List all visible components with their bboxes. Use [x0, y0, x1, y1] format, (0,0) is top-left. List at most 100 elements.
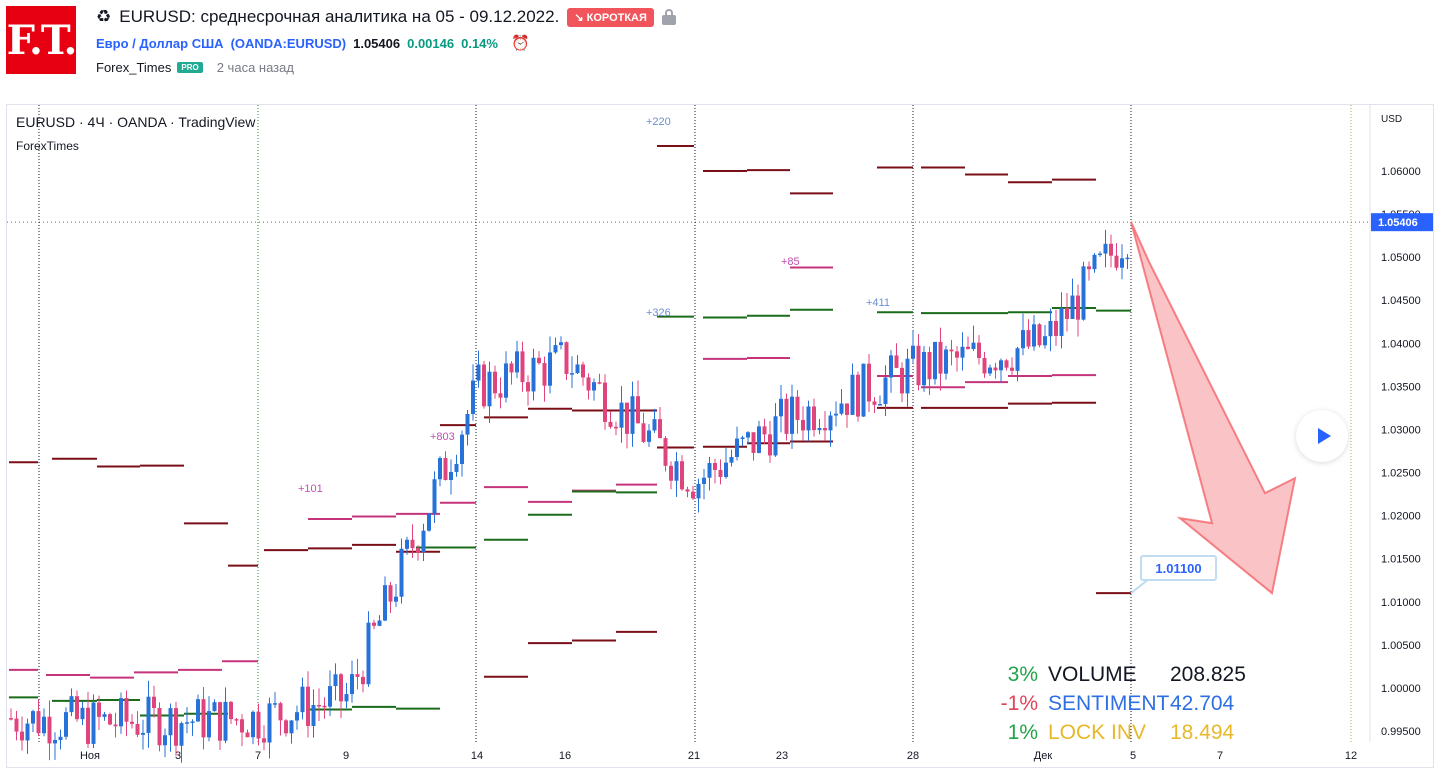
- candle-body: [399, 548, 404, 597]
- candle-body: [718, 469, 723, 478]
- candle-body: [575, 364, 580, 374]
- candle-body: [966, 346, 970, 349]
- candle-body: [581, 364, 585, 378]
- x-tick-label: 16: [559, 750, 571, 762]
- candle-body: [641, 423, 646, 442]
- candle-body: [135, 723, 140, 735]
- candle-body: [504, 363, 508, 398]
- candle-body: [306, 686, 310, 726]
- candle-body: [515, 351, 519, 373]
- candle-body: [608, 421, 613, 427]
- symbol-name-link[interactable]: Евро / Доллар США: [96, 35, 224, 51]
- candle-body: [526, 382, 530, 392]
- candle-body: [696, 483, 701, 499]
- candle-body: [344, 694, 349, 702]
- candle-body: [993, 367, 998, 371]
- candle-body: [949, 349, 954, 352]
- candle-body: [707, 463, 712, 478]
- x-tick-label: 3: [175, 750, 181, 762]
- alarm-clock-icon[interactable]: ⏰: [510, 35, 530, 52]
- candle-body: [295, 712, 299, 721]
- candle-body: [1021, 330, 1025, 349]
- candle-body: [185, 722, 189, 724]
- x-tick-label: 21: [688, 750, 700, 762]
- y-tick-label: 1.03500: [1381, 381, 1421, 393]
- candle-body: [988, 367, 992, 374]
- sentiment-label: SENTIMENT: [1048, 692, 1170, 715]
- x-tick-label: 5: [1130, 750, 1136, 762]
- y-tick-label: 1.04500: [1381, 295, 1421, 307]
- chart-container[interactable]: [6, 104, 1434, 768]
- candle-body: [817, 428, 822, 431]
- candle-body: [999, 360, 1003, 371]
- symbol-code-link[interactable]: (OANDA:EURUSD): [230, 35, 347, 51]
- candle-body: [1076, 295, 1080, 320]
- candle-body: [278, 703, 283, 721]
- candle-body: [262, 738, 266, 743]
- candle-body: [834, 413, 838, 416]
- y-tick-label: 1.02500: [1381, 468, 1421, 480]
- candle-body: [806, 406, 811, 431]
- candle-body: [1026, 330, 1031, 347]
- x-tick-label: 7: [1217, 750, 1223, 762]
- candle-body: [333, 674, 338, 687]
- candle-body: [53, 740, 57, 744]
- candle-body: [828, 415, 833, 431]
- candle-body: [850, 374, 855, 415]
- chart-watermark-label: ForexTimes: [16, 139, 79, 153]
- candle-body: [394, 596, 398, 602]
- candle-body: [482, 364, 486, 407]
- candle-body: [702, 477, 706, 484]
- pips-annotation: +220: [646, 116, 671, 128]
- candle-body: [652, 419, 657, 431]
- candle-body: [322, 705, 327, 708]
- candle-body: [289, 720, 294, 734]
- candle-body: [944, 349, 948, 374]
- y-tick-label: 1.04000: [1381, 338, 1421, 350]
- forextimes-logo[interactable]: F.T.: [6, 6, 77, 74]
- candle-body: [212, 702, 217, 712]
- candle-body: [630, 396, 635, 434]
- recycle-icon: ♻: [96, 7, 112, 26]
- candle-body: [267, 703, 272, 743]
- candle-body: [410, 539, 415, 549]
- lock-icon: [661, 9, 676, 25]
- candle-body: [1048, 320, 1053, 337]
- candle-body: [234, 719, 239, 721]
- candle-body: [119, 698, 123, 727]
- play-button[interactable]: [1296, 410, 1348, 462]
- pips-annotation: +803: [430, 431, 455, 443]
- candle-body: [927, 352, 932, 380]
- symbol-row: Евро / Доллар США (OANDA:EURUSD) 1.05406…: [96, 34, 530, 52]
- candle-body: [80, 707, 85, 720]
- candle-body: [130, 721, 134, 724]
- title-row: ♻ EURUSD: среднесрочная аналитика на 05 …: [96, 6, 676, 28]
- idea-title: EURUSD: среднесрочная аналитика на 05 - …: [119, 7, 560, 26]
- candle-body: [757, 426, 761, 453]
- candle-body: [190, 721, 195, 723]
- candle-body: [1037, 324, 1042, 346]
- candle-body: [905, 358, 910, 394]
- candle-body: [14, 718, 19, 732]
- candle-body: [284, 720, 288, 734]
- author-link[interactable]: Forex_Times: [96, 59, 172, 75]
- candle-body: [157, 708, 162, 746]
- candle-body: [174, 708, 178, 746]
- candle-body: [20, 731, 24, 741]
- candle-body: [1043, 336, 1047, 346]
- candle-body: [669, 465, 673, 481]
- candle-body: [69, 696, 74, 713]
- candle-body: [1065, 308, 1069, 319]
- candle-body: [713, 463, 717, 470]
- candle-body: [454, 464, 459, 472]
- author-row: Forex_Times PRO 2 часа назад: [96, 58, 294, 76]
- candle-body: [955, 351, 959, 358]
- y-tick-label: 1.02000: [1381, 511, 1421, 523]
- candle-body: [691, 491, 695, 499]
- sentiment-value: 42.704: [1170, 692, 1235, 715]
- candle-body: [839, 403, 844, 414]
- candle-body: [531, 357, 536, 392]
- candle-body: [97, 702, 101, 717]
- candle-body: [31, 711, 35, 724]
